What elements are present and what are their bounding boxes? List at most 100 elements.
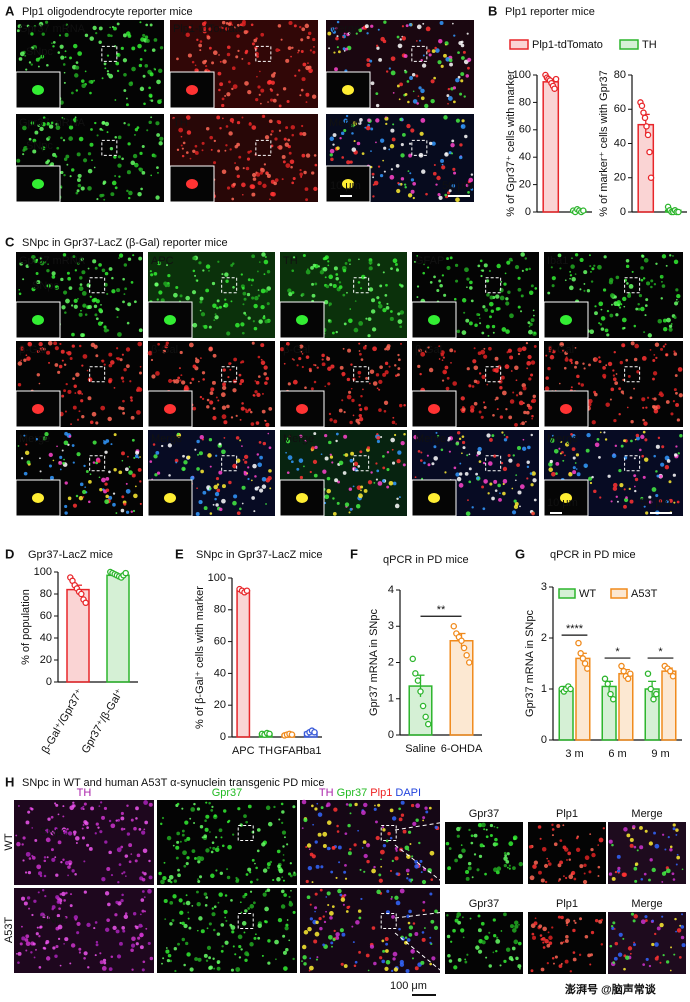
data-point (618, 662, 625, 670)
y-tick-label: 4 (388, 584, 394, 596)
cell (424, 103, 429, 109)
cell (329, 916, 333, 920)
cell (492, 413, 495, 417)
cell (551, 828, 555, 831)
cell (399, 82, 403, 87)
cell (267, 475, 272, 481)
cell (305, 198, 309, 202)
cell (619, 483, 624, 488)
cell (453, 466, 457, 470)
cell (215, 477, 220, 481)
cell (385, 116, 387, 119)
cell (338, 408, 343, 413)
cell (23, 901, 28, 906)
cell (264, 135, 270, 140)
cell (673, 953, 676, 956)
cell (312, 459, 318, 464)
legend-label: WT (579, 588, 596, 600)
cell (101, 359, 105, 363)
cell (394, 503, 400, 509)
cell (540, 967, 545, 972)
cell (262, 316, 266, 320)
cell (161, 962, 163, 965)
cell (253, 303, 258, 309)
cell (292, 957, 295, 961)
cell (127, 142, 131, 146)
cell (178, 127, 184, 133)
cell (477, 822, 483, 828)
cell (464, 134, 468, 139)
significance-label: * (615, 646, 620, 658)
cell (203, 506, 208, 511)
cell (208, 346, 213, 352)
cell (95, 354, 99, 358)
cell (54, 155, 58, 158)
cell (630, 439, 633, 443)
cell (618, 387, 622, 391)
cell (115, 307, 119, 311)
roi-box (485, 277, 502, 294)
cell (137, 456, 140, 459)
cell (569, 970, 573, 973)
cell (348, 803, 353, 807)
cell (43, 947, 47, 950)
cell (123, 914, 129, 920)
cell (78, 495, 84, 501)
cell (470, 408, 475, 413)
cell (299, 25, 302, 29)
cell (154, 282, 159, 287)
cell (617, 500, 619, 503)
cell (633, 387, 635, 390)
cell (161, 816, 165, 820)
cell (441, 274, 445, 277)
cell (452, 167, 456, 171)
cell (466, 32, 469, 35)
cell (473, 379, 478, 384)
cell (318, 916, 322, 921)
cell (104, 482, 108, 486)
cell (198, 916, 203, 921)
cell (446, 934, 451, 939)
cell (121, 353, 124, 356)
cell (466, 367, 470, 371)
cell (139, 913, 142, 916)
cell (343, 49, 346, 52)
inset-cell (296, 404, 308, 414)
cell (664, 465, 670, 470)
cell (410, 189, 415, 194)
cell (380, 138, 385, 143)
cell (91, 411, 97, 417)
cell (282, 950, 287, 955)
cell (206, 35, 211, 40)
cell (299, 94, 302, 97)
cell (253, 510, 256, 513)
data-point (669, 673, 677, 680)
cell (54, 827, 58, 831)
cell (507, 453, 511, 458)
cell (20, 359, 23, 362)
cell (43, 856, 47, 859)
cell (661, 833, 665, 836)
cell (52, 459, 55, 462)
cell (281, 821, 284, 824)
cell (286, 439, 291, 444)
cell (213, 484, 218, 490)
cell (21, 896, 26, 901)
cell (494, 489, 498, 492)
cell (480, 415, 484, 419)
cell (630, 420, 634, 424)
cell (333, 929, 336, 933)
cell (73, 43, 78, 49)
cell (476, 454, 479, 457)
cell (416, 24, 422, 30)
cell (329, 153, 333, 157)
cell (410, 949, 415, 954)
cell (494, 367, 499, 373)
y-tick-label: 100 (34, 566, 52, 578)
cell (413, 434, 418, 440)
cell (380, 865, 383, 868)
cell (249, 410, 253, 414)
cell (198, 261, 202, 265)
cell (270, 73, 276, 78)
cell (531, 417, 533, 420)
